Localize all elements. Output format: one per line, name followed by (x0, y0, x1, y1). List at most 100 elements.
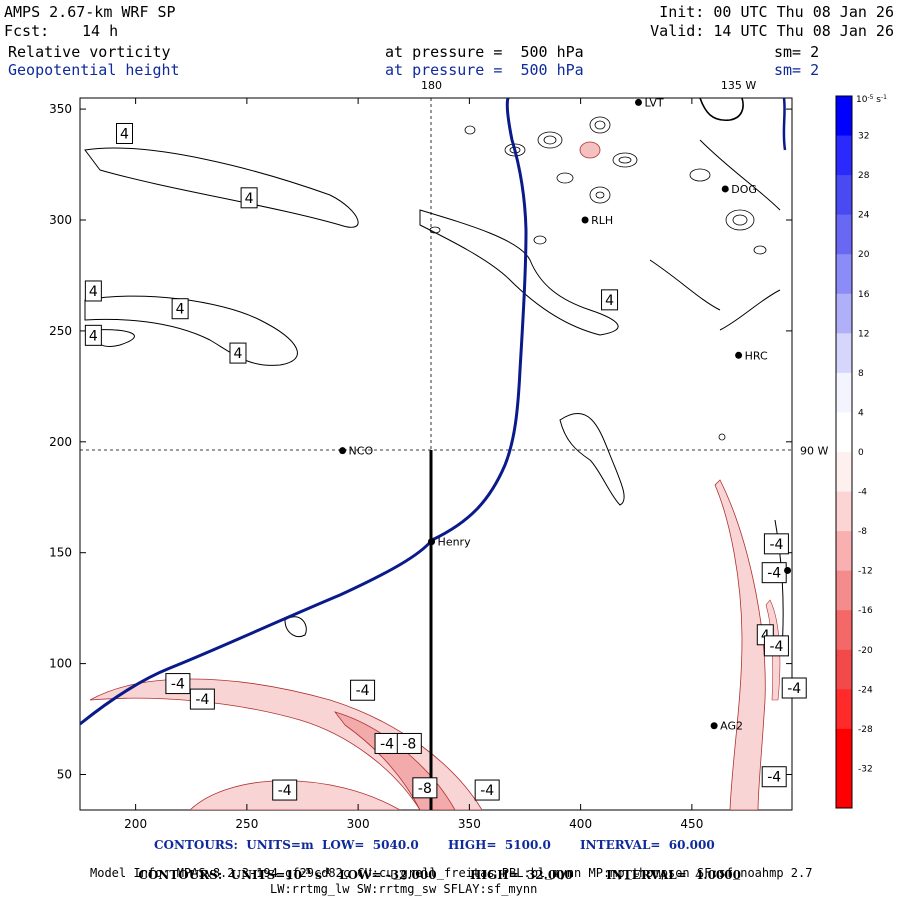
contour-label: -4 (189, 688, 215, 710)
contour-label: 4 (240, 187, 258, 209)
contour-label-box (763, 635, 789, 657)
colorbar-swatch (836, 254, 852, 295)
contour-layer (80, 98, 792, 810)
contour-label: 4 (84, 280, 102, 302)
init-time: Init: 00 UTC Thu 08 Jan 26 (659, 3, 894, 21)
station-name: DOG (731, 183, 757, 196)
contour-label-text: -4 (767, 566, 781, 582)
contour-label-box (412, 777, 438, 799)
contour-label: -8 (396, 732, 422, 754)
colorbar-tick-label: 16 (858, 290, 870, 300)
contour-label: -4 (165, 673, 191, 695)
contour-label-box (763, 533, 789, 555)
colorbar-tick-label: -20 (858, 646, 873, 656)
field1-smoothing: sm= 2 (774, 43, 820, 61)
stations: NCO Henry LVT DOG RLH HRC AG2 (339, 96, 792, 733)
contour-label-box (761, 766, 787, 788)
contour-label-text: 4 (89, 284, 98, 300)
vorticity-units-exp: -5 (302, 866, 311, 876)
contour-label-text: -4 (356, 683, 370, 699)
station: DOG (721, 183, 757, 196)
contour-label: -4 (350, 679, 376, 701)
y-tick-label: 300 (49, 213, 72, 227)
colorbar-tick-label: -4 (858, 488, 867, 498)
contour-label-box (165, 673, 191, 695)
contour-label-box (601, 289, 619, 311)
longitude-label: 180 (421, 79, 442, 92)
colorbar-swatch (836, 333, 852, 374)
y-tick-label: 50 (57, 768, 72, 782)
colorbar-tick-label: 20 (858, 250, 870, 260)
contour-label-text: 4 (120, 126, 129, 142)
station-dot (710, 722, 718, 730)
colorbar-tick-label: -32 (858, 764, 873, 774)
contour-label-box (84, 280, 102, 302)
contour-label-box (474, 779, 500, 801)
station-dot (581, 216, 589, 224)
y-tick-label: 200 (49, 435, 72, 449)
field1-pressure: at pressure = 500 hPa (385, 43, 584, 61)
vorticity-units: CONTOURS: UNITS=10 (138, 868, 302, 882)
contour-label: -4 (474, 779, 500, 801)
contour-label: 4 (84, 324, 102, 346)
colorbar-tick-label: -8 (858, 527, 867, 537)
contour-label-box (171, 298, 189, 320)
contour-label-box (781, 677, 807, 699)
station: LVT (634, 96, 664, 109)
vorticity-contour-info: CONTOURS: UNITS=10-5 s-1 LOW= -32.000 HI… (130, 852, 741, 882)
x-tick-label: 250 (235, 817, 258, 831)
contour-label: -4 (761, 562, 787, 584)
forecast-hours: 14 h (82, 22, 119, 40)
contour-label: 4 (601, 289, 619, 311)
forecast-label: Fcst: (4, 22, 50, 40)
station: AG2 (710, 720, 743, 733)
longitude-labels: 180 135 W 90 W (421, 79, 828, 458)
neg-vorticity-band-east (714, 479, 766, 810)
station-name: HRC (745, 349, 768, 362)
colorbar-tick-label: 12 (858, 329, 869, 339)
colorbar-tick-label: 8 (858, 369, 864, 379)
colorbar-swatch (836, 135, 852, 176)
convective-contours (429, 116, 767, 441)
contour-label-box (229, 342, 247, 364)
field2-name: Geopotential height (8, 61, 180, 79)
contour-label: 4 (171, 298, 189, 320)
colorbar-swatch (836, 96, 852, 137)
station-dot (428, 538, 436, 546)
station-name: RLH (591, 214, 613, 227)
contour-label-box (272, 779, 298, 801)
y-tick-label: 100 (49, 657, 72, 671)
colorbar-swatch (836, 689, 852, 730)
height-contour-info: CONTOURS: UNITS=m LOW= 5040.0 HIGH= 5100… (154, 838, 715, 852)
contour-label-text: 4 (89, 328, 98, 344)
contour-label-text: -4 (787, 681, 801, 697)
station (784, 566, 792, 574)
colorbar-tick-label: 32 (858, 132, 869, 142)
station: NCO (339, 445, 373, 458)
contour-label-text: -8 (418, 781, 432, 797)
colorbar-tick-label: 24 (858, 211, 870, 221)
contour-label-box (240, 187, 258, 209)
field1-name: Relative vorticity (8, 43, 171, 61)
station-name: Henry (438, 536, 472, 549)
geopotential-height-contour (80, 98, 528, 726)
contour-label-text: 4 (245, 191, 254, 207)
colorbar-tick-label: 28 (858, 171, 870, 181)
colorbar-swatch (836, 293, 852, 334)
station: Henry (428, 536, 471, 549)
contour-label-text: -4 (767, 770, 781, 786)
colorbar-swatch (836, 728, 852, 769)
colorbar-tick-label: -28 (858, 725, 873, 735)
colorbar-tick-label: -16 (858, 606, 873, 616)
contour-label: -8 (412, 777, 438, 799)
axes: 200 250 300 350 400 450 50 100 150 200 250 300 350 (49, 98, 792, 831)
contour-label: -4 (761, 766, 787, 788)
x-tick-label: 200 (124, 817, 147, 831)
station-dot (735, 351, 743, 359)
colorbar-swatch (836, 452, 852, 493)
vorticity-units-s: s (310, 868, 322, 882)
station-dot (784, 566, 792, 574)
field2-pressure: at pressure = 500 hPa (385, 61, 584, 79)
station-dot (339, 447, 347, 455)
contour-label-text: 4 (176, 302, 185, 318)
